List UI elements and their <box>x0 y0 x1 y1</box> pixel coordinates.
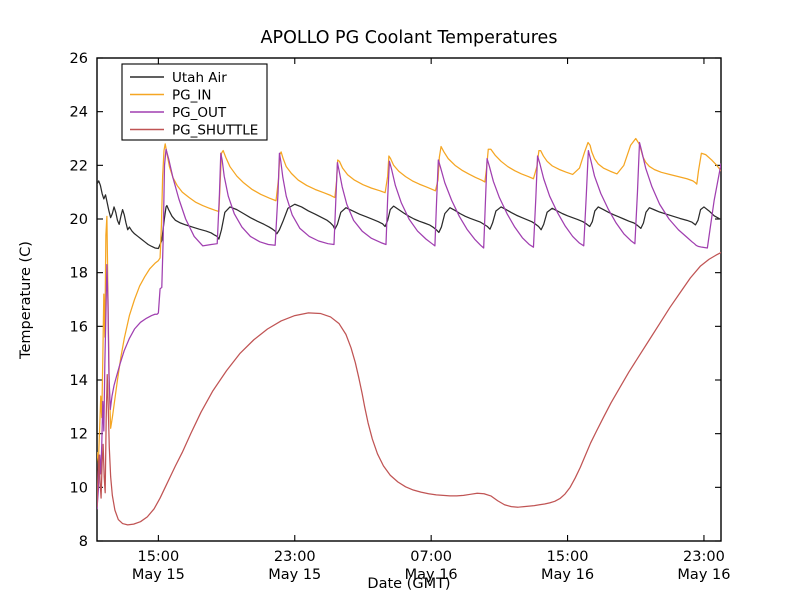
y-tick-label: 16 <box>70 319 88 335</box>
y-tick-label: 8 <box>79 534 88 550</box>
legend-label-pg-in[interactable]: PG_IN <box>172 88 211 104</box>
x-tick-sublabel: May 16 <box>541 567 594 583</box>
plot-frame <box>96 57 722 542</box>
y-tick-label: 14 <box>70 373 88 389</box>
series-line-pg-out <box>97 141 721 510</box>
x-tick-label: 23:00 <box>683 549 725 565</box>
y-tick-label: 20 <box>70 212 88 228</box>
legend-label-pg-shuttle[interactable]: PG_SHUTTLE <box>172 123 258 139</box>
y-tick-label: 24 <box>70 105 88 121</box>
x-axis-title: Date (GMT) <box>367 576 450 592</box>
x-tick-sublabel: May 16 <box>677 567 730 583</box>
series-group <box>97 137 721 526</box>
x-tick-sublabel: May 15 <box>132 567 185 583</box>
legend-label-pg-out[interactable]: PG_OUT <box>172 105 227 121</box>
x-tick-sublabel: May 16 <box>405 567 458 583</box>
y-tick-label: 18 <box>70 266 88 282</box>
x-tick-label: 15:00 <box>137 549 179 565</box>
y-tick-label: 12 <box>70 427 88 443</box>
y-tick-label: 26 <box>70 51 88 67</box>
chart-title: APOLLO PG Coolant Temperatures <box>261 28 558 48</box>
y-tick-label: 10 <box>70 480 88 496</box>
series-line-pg-shuttle <box>97 251 721 526</box>
x-tick-label: 07:00 <box>410 549 452 565</box>
x-tick-sublabel: May 15 <box>268 567 321 583</box>
x-tick-label: 23:00 <box>274 549 316 565</box>
series-line-utah-air <box>97 180 721 250</box>
x-axis-ticks: 15:00 May 15 23:00 May 15 07:00 May 16 15:00 Ma… <box>132 58 730 583</box>
legend-label-utah-air[interactable]: Utah Air <box>172 70 227 86</box>
y-tick-label: 22 <box>70 158 88 174</box>
series-line-pg-in <box>97 137 721 464</box>
x-tick-label: 15:00 <box>547 549 589 565</box>
y-axis-title: Temperature (C) <box>18 241 34 360</box>
